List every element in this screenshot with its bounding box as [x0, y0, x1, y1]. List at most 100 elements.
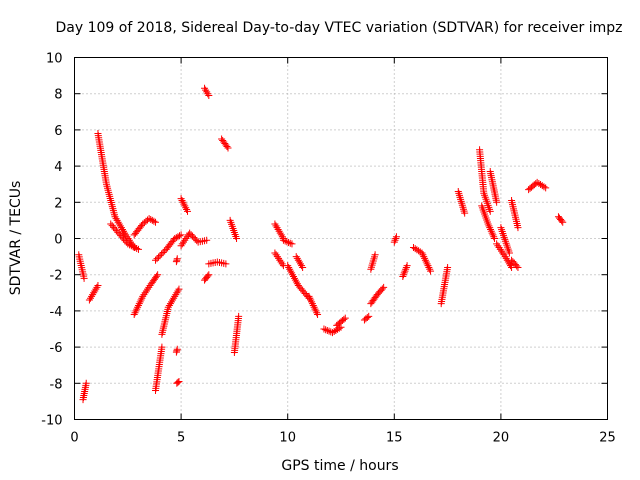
y-axis-label: SDTVAR / TECUs: [8, 181, 24, 296]
data-point: [311, 305, 319, 313]
data-segment: [284, 262, 313, 302]
data-point: [177, 195, 185, 203]
data-point: [421, 254, 429, 262]
data-segment: [360, 312, 373, 324]
data-point: [183, 207, 191, 215]
data-point: [134, 301, 142, 309]
data-point: [133, 244, 141, 252]
data-point: [272, 222, 280, 230]
data-point: [444, 263, 452, 271]
data-point: [419, 251, 427, 259]
data-point: [494, 242, 502, 250]
data-point: [281, 237, 289, 245]
data-point: [126, 241, 134, 249]
data-point: [111, 225, 119, 233]
data-point: [107, 220, 115, 228]
x-tick-label: 10: [279, 431, 296, 446]
x-tick-label: 20: [493, 431, 510, 446]
data-point: [88, 292, 96, 300]
x-tick-labels: 0 5 10 15 20 25: [70, 431, 615, 446]
data-segment: [107, 220, 142, 253]
data-point: [174, 233, 182, 241]
data-point: [140, 291, 148, 299]
data-point: [295, 258, 303, 266]
data-point: [487, 225, 495, 233]
data-point: [559, 218, 567, 226]
data-point: [112, 215, 120, 223]
data-point: [402, 263, 410, 271]
data-point: [158, 343, 166, 351]
data-point: [113, 216, 121, 224]
data-point: [178, 240, 186, 248]
data-point: [86, 294, 94, 302]
y-tick-label: 0: [54, 233, 62, 248]
data-point: [186, 229, 194, 237]
data-point: [306, 294, 314, 302]
data-segment: [173, 377, 183, 387]
y-tick-label: 4: [54, 160, 62, 175]
data-point: [111, 213, 119, 221]
data-point: [461, 209, 469, 217]
data-segment: [390, 233, 400, 246]
data-segment: [292, 253, 307, 271]
data-point: [187, 231, 195, 239]
data-points: [75, 84, 567, 404]
data-point: [168, 298, 176, 306]
data-segment: [201, 271, 213, 284]
data-point: [122, 231, 130, 239]
data-segment: [226, 216, 241, 242]
data-point: [487, 227, 495, 235]
data-point: [179, 198, 187, 206]
data-point: [514, 263, 522, 271]
data-segment: [218, 135, 232, 152]
data-point: [130, 311, 138, 319]
data-point: [147, 215, 155, 223]
x-tick-label: 15: [386, 431, 403, 446]
data-point: [183, 233, 191, 241]
data-point: [173, 345, 181, 353]
y-tick-label: -6: [50, 341, 63, 356]
data-point: [423, 260, 431, 268]
data-point: [177, 231, 185, 239]
data-point: [93, 283, 101, 291]
data-point: [276, 229, 284, 237]
data-point: [399, 273, 407, 281]
data-point: [402, 265, 410, 273]
data-point: [145, 215, 153, 223]
data-point: [153, 255, 161, 263]
data-segment: [271, 249, 287, 270]
data-segment: [130, 271, 162, 319]
data-point: [420, 253, 428, 261]
y-tick-labels: -10 -8 -6 -4 -2 0 2 4 6 8 10: [41, 52, 62, 429]
data-point: [506, 262, 514, 270]
data-point: [299, 263, 307, 271]
x-tick-label: 5: [177, 431, 185, 446]
data-point: [114, 218, 122, 226]
data-point: [235, 312, 243, 320]
data-point: [403, 262, 411, 270]
data-point: [182, 204, 190, 212]
data-point: [80, 274, 88, 282]
data-point: [164, 303, 172, 311]
data-point: [155, 253, 163, 261]
data-point: [180, 200, 188, 208]
data-point: [165, 301, 173, 309]
x-tick-label: 25: [599, 431, 616, 446]
data-point: [488, 229, 496, 237]
data-point: [82, 379, 90, 387]
data-point: [294, 256, 302, 264]
data-point: [400, 269, 408, 277]
data-point: [118, 233, 126, 241]
data-point: [137, 296, 145, 304]
data-point: [117, 224, 125, 232]
data-point: [159, 248, 167, 256]
data-point: [502, 254, 510, 262]
data-point: [371, 251, 379, 259]
data-point: [292, 253, 300, 261]
data-point: [271, 220, 279, 228]
data-point: [495, 244, 503, 252]
y-tick-label: -2: [50, 269, 63, 284]
data-point: [138, 294, 146, 302]
data-point: [322, 326, 330, 334]
data-point: [85, 296, 93, 304]
